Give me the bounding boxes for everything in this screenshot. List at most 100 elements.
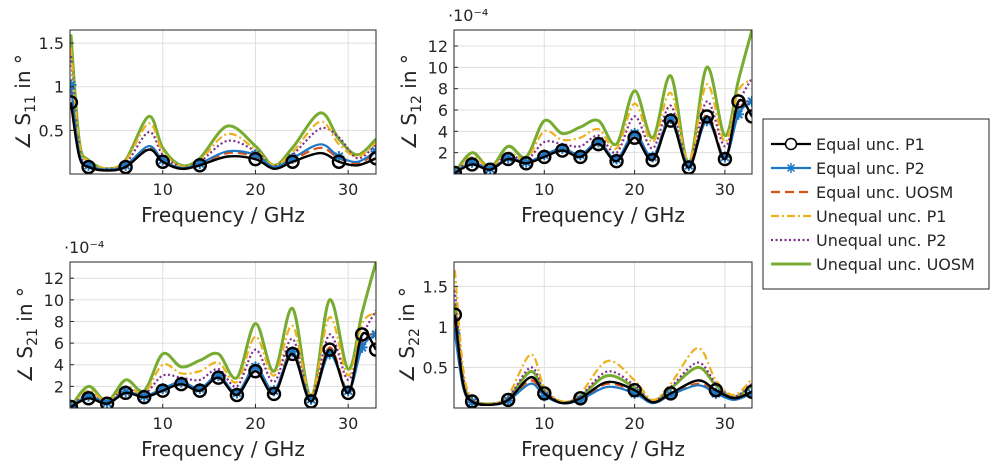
x-tick-label: 10: [153, 414, 173, 433]
y-axis-label: ∠ S11 in °: [11, 54, 39, 150]
data-point-circle: [285, 154, 300, 169]
axes-box: [69, 261, 377, 409]
data-point-circle: [482, 162, 498, 174]
x-tick-label: 30: [338, 414, 358, 433]
y-tick-label: 1.5: [39, 34, 64, 53]
y-axis-label: ∠ S22 in °: [395, 287, 423, 383]
series-layer: [454, 30, 752, 174]
data-point-circle: [340, 385, 356, 401]
data-point-circle: [155, 154, 170, 169]
x-tick-label: 10: [153, 180, 173, 199]
data-point-circle: [368, 151, 376, 166]
data-point-circle: [731, 94, 746, 109]
data-point-circle: [81, 159, 96, 174]
series-layer: [70, 34, 376, 174]
legend-entry: Unequal unc. P2: [771, 231, 946, 250]
data-point-circle: [454, 307, 463, 322]
series-line-6: [454, 30, 752, 174]
axes-box: [453, 261, 753, 409]
data-point-circle: [192, 383, 208, 398]
data-point-circle: [555, 143, 570, 158]
data-point-asterisk: [746, 95, 752, 107]
data-point-circle: [627, 130, 642, 145]
y-tick-label: 1: [54, 78, 64, 97]
series-layer: [454, 270, 752, 408]
data-point-circle: [174, 377, 189, 392]
series-line-1: [454, 98, 752, 174]
data-point-circle: [537, 386, 552, 401]
y-tick-label: 6: [54, 334, 64, 353]
data-point-circle: [118, 159, 133, 174]
series-line-5: [70, 56, 376, 170]
y-tick-label: 4: [438, 122, 448, 141]
y-tick-label: 12: [428, 37, 448, 56]
x-tick-label: 30: [338, 180, 358, 199]
data-point-circle: [591, 136, 606, 152]
data-point-circle: [229, 387, 245, 403]
legend-entry: Equal unc. P2: [771, 159, 925, 178]
axis-exponent: ·10⁻⁴: [64, 238, 104, 257]
x-tick-label: 20: [245, 180, 265, 199]
data-point-circle: [368, 342, 376, 357]
data-point-circle: [537, 149, 552, 165]
data-point-asterisk: [370, 328, 376, 340]
data-point-circle: [118, 385, 133, 401]
data-point-circle: [248, 151, 263, 167]
legend-label: Equal unc. P1: [816, 135, 925, 154]
data-point-circle: [663, 386, 678, 401]
data-point-circle: [464, 157, 480, 172]
data-point-circle: [519, 156, 534, 171]
data-point-circle: [211, 370, 226, 385]
data-point-circle: [627, 382, 642, 398]
y-tick-label: 0.5: [423, 358, 448, 377]
legend-entry: Equal unc. P1: [771, 135, 925, 154]
y-tick-label: 4: [54, 356, 64, 375]
y-tick-label: 8: [438, 80, 448, 99]
data-point-circle: [500, 392, 516, 408]
legend-box: [762, 118, 990, 290]
data-point-circle: [645, 152, 660, 168]
data-point-circle: [744, 384, 752, 399]
data-point-asterisk: [454, 327, 461, 339]
series-line-1: [454, 314, 752, 407]
data-point-circle: [248, 364, 263, 379]
legend-entry: Unequal unc. UOSM: [771, 255, 975, 274]
y-tick-label: 10: [44, 291, 64, 310]
plot-area: [70, 30, 376, 174]
subplot-4: 10 20 30 0.5 1 1.5 Frequency / GHz ∠ S22 in °: [395, 261, 753, 461]
data-point-circle: [70, 95, 79, 110]
data-point-circle: [81, 391, 96, 406]
axes-box: [453, 29, 753, 175]
series-line-1: [70, 331, 376, 408]
data-point-circle: [744, 109, 752, 124]
legend-label: Equal unc. P2: [816, 159, 925, 178]
data-point-circle: [70, 399, 79, 408]
data-point-asterisk: [70, 79, 77, 91]
data-point-circle: [99, 396, 115, 408]
series-line-6: [70, 262, 376, 408]
legend-entry: Unequal unc. P1: [771, 207, 946, 226]
y-axis-label: ∠ S12 in °: [397, 54, 425, 150]
legend-marker-circle: [784, 137, 798, 151]
data-point-circle: [708, 382, 724, 398]
data-point-circle: [573, 149, 588, 165]
subplot-3: 10 20 30 2 4 6 8 10 12·10⁻⁴ Frequency / GHz ∠ S21 …: [13, 238, 377, 461]
y-axis-label: ∠ S21 in °: [13, 287, 41, 383]
legend-label: Unequal unc. P1: [816, 207, 946, 226]
y-tick-label: 1.5: [423, 277, 448, 296]
series-line-1: [70, 102, 376, 172]
x-axis-label: Frequency / GHz: [141, 203, 305, 227]
subplot-1: 10 20 30 0.5 1 1.5 Frequency / GHz ∠ S11 in °: [11, 29, 377, 227]
data-point-circle: [699, 109, 715, 124]
y-tick-label: 2: [438, 144, 448, 163]
x-tick-label: 20: [624, 180, 644, 199]
y-tick-label: 6: [438, 101, 448, 120]
y-tick-label: 8: [54, 312, 64, 331]
data-point-circle: [192, 158, 208, 173]
data-point-circle: [322, 342, 337, 357]
data-point-circle: [573, 391, 588, 406]
data-point-circle: [609, 153, 624, 169]
data-point-circle: [354, 327, 370, 342]
subplot-2: 10 20 30 2 4 6 8 10 12·10⁻⁴ Frequency / GHz ∠ S12 …: [397, 6, 753, 227]
data-point-circle: [331, 154, 347, 169]
